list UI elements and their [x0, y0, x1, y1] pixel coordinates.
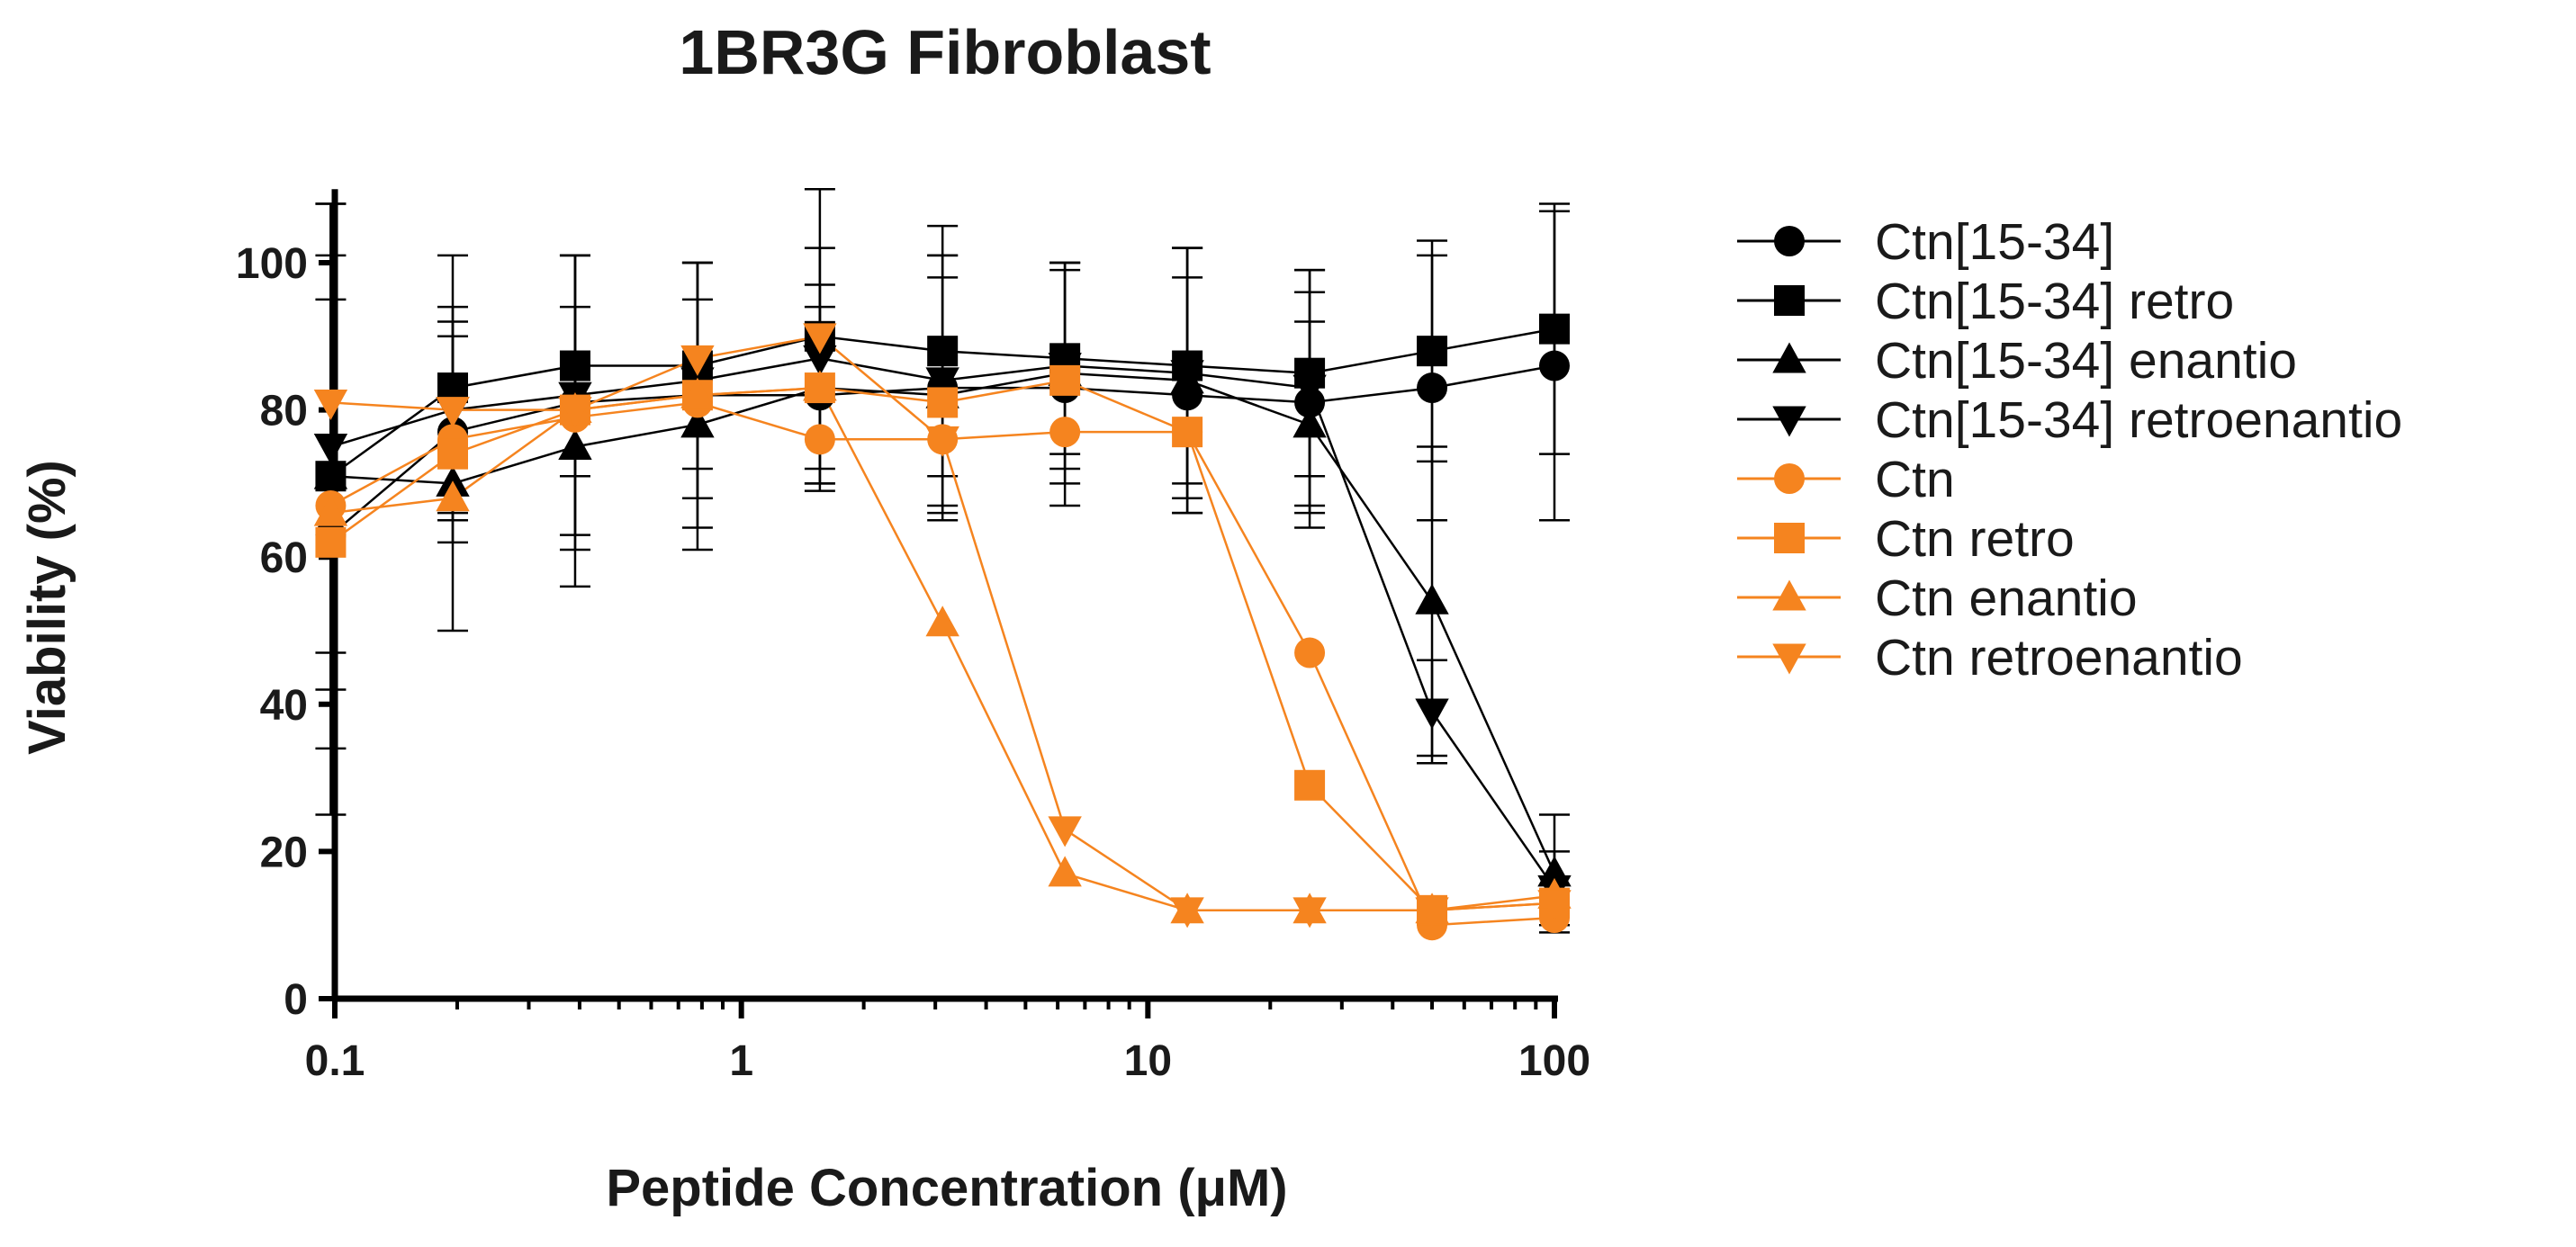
legend-item: Ctn[15-34] enantio — [1737, 332, 2297, 390]
data-point — [1049, 417, 1081, 448]
legend-item: Ctn enantio — [1737, 570, 2138, 627]
data-point — [1537, 890, 1572, 921]
y-tick-label: 80 — [260, 388, 308, 435]
data-point — [680, 377, 715, 408]
data-point — [558, 397, 592, 428]
data-point — [925, 426, 959, 457]
y-tick-label: 0 — [284, 976, 308, 1024]
data-point — [559, 350, 590, 381]
data-point — [1293, 407, 1327, 438]
data-point — [1417, 372, 1448, 404]
data-point — [1293, 374, 1327, 406]
data-point — [927, 336, 959, 367]
data-point — [1049, 364, 1081, 396]
y-tick-label: 100 — [236, 240, 308, 288]
data-point — [803, 370, 837, 401]
data-point — [1417, 336, 1448, 367]
data-point — [1539, 313, 1570, 345]
legend-item: Ctn[15-34] retroenantio — [1737, 391, 2402, 449]
data-point — [1048, 856, 1082, 887]
data-point — [313, 389, 348, 420]
data-point — [1170, 360, 1204, 391]
y-axis-title: Viability (%) — [18, 460, 77, 755]
legend-item: Ctn retroenantio — [1737, 629, 2243, 686]
legend-marker — [1774, 285, 1805, 316]
data-point — [680, 345, 715, 376]
x-tick-label: 100 — [1518, 1037, 1590, 1085]
legend-marker — [1772, 579, 1806, 611]
data-point — [436, 397, 470, 428]
legend-marker — [1772, 643, 1806, 675]
legend-label: Ctn[15-34] retro — [1875, 273, 2234, 330]
plot-area: 0 20 40 60 80 100 0.1 1 10 100 — [236, 187, 1590, 1085]
data-point — [680, 407, 715, 438]
data-point — [1294, 637, 1326, 668]
x-tick-label: 10 — [1124, 1037, 1172, 1085]
data-point — [1170, 897, 1204, 929]
data-point — [558, 428, 592, 460]
data-point — [1415, 698, 1449, 730]
data-point — [313, 458, 348, 489]
x-tick-label: 1 — [729, 1037, 753, 1085]
data-point — [313, 434, 348, 465]
legend-marker — [1774, 523, 1805, 553]
legend-marker — [1772, 406, 1806, 437]
legend-marker — [1774, 463, 1805, 494]
y-tick-label: 40 — [260, 682, 308, 730]
data-point — [1415, 583, 1449, 615]
chart-title: 1BR3G Fibroblast — [679, 17, 1211, 87]
data-point — [437, 438, 468, 470]
data-point — [315, 526, 347, 558]
legend-label: Ctn[15-34] enantio — [1875, 332, 2297, 390]
legend-label: Ctn enantio — [1875, 570, 2138, 627]
data-point — [925, 606, 959, 637]
legend-item: Ctn — [1737, 451, 1955, 508]
data-point — [925, 367, 959, 399]
data-point — [313, 495, 348, 526]
y-tick-label: 20 — [260, 829, 308, 876]
data-point — [803, 323, 837, 354]
legend-label: Ctn[15-34] retroenantio — [1875, 391, 2402, 449]
data-point — [1415, 897, 1449, 929]
y-tick-label: 60 — [260, 534, 308, 582]
legend-label: Ctn[15-34] — [1875, 213, 2114, 271]
legend-label: Ctn — [1875, 451, 1955, 508]
data-point — [927, 387, 959, 418]
x-tick-label: 0.1 — [305, 1037, 365, 1085]
legend-item: Ctn[15-34] retro — [1737, 273, 2234, 330]
data-point — [1293, 897, 1327, 929]
data-point — [1048, 816, 1082, 848]
data-point — [803, 345, 837, 376]
data-point — [1172, 417, 1203, 448]
legend-label: Ctn retroenantio — [1875, 629, 2243, 686]
data-point — [804, 424, 835, 455]
legend-item: Ctn retro — [1737, 510, 2075, 568]
legend-item: Ctn[15-34] — [1737, 213, 2114, 271]
legend-marker — [1774, 226, 1805, 256]
legend-label: Ctn retro — [1875, 510, 2075, 568]
x-axis-title: Peptide Concentration (μM) — [606, 1159, 1287, 1217]
legend-marker — [1772, 342, 1806, 373]
data-point — [436, 480, 470, 512]
data-point — [1539, 350, 1570, 381]
data-point — [1294, 769, 1326, 801]
